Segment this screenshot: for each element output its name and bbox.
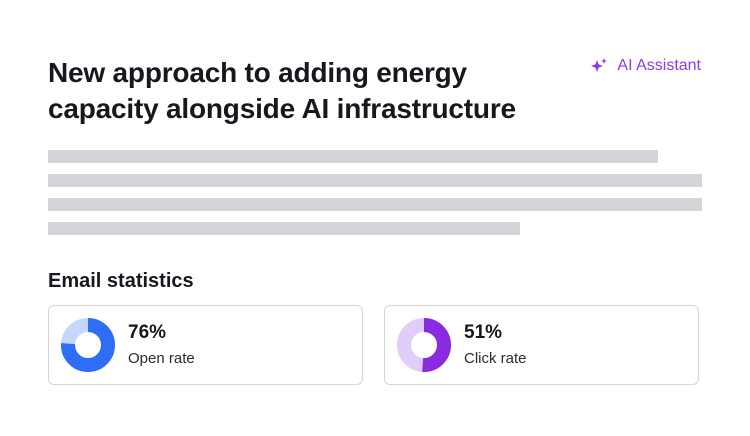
article-body-placeholder — [48, 150, 702, 246]
placeholder-line — [48, 174, 702, 187]
open-rate-card: 76% Open rate — [48, 305, 363, 385]
donut-value-arc — [61, 318, 115, 372]
open-rate-value: 76% — [128, 321, 167, 343]
click-rate-label: Click rate — [464, 349, 527, 367]
article-title: New approach to adding energy capacity a… — [48, 57, 516, 124]
placeholder-line — [48, 222, 521, 235]
click-rate-card: 51% Click rate — [384, 305, 699, 385]
ai-assistant-button[interactable]: AI Assistant — [589, 56, 701, 76]
click-rate-value: 51% — [464, 321, 503, 343]
open-rate-donut-chart — [60, 317, 116, 373]
donut-value-arc — [397, 318, 451, 372]
click-rate-donut-chart — [396, 317, 452, 373]
ai-assistant-label: AI Assistant — [617, 57, 701, 74]
email-statistics-title: Email statistics — [48, 270, 194, 292]
placeholder-line — [48, 150, 659, 163]
sparkles-icon — [589, 56, 609, 76]
placeholder-line — [48, 198, 702, 211]
open-rate-label: Open rate — [128, 349, 195, 367]
